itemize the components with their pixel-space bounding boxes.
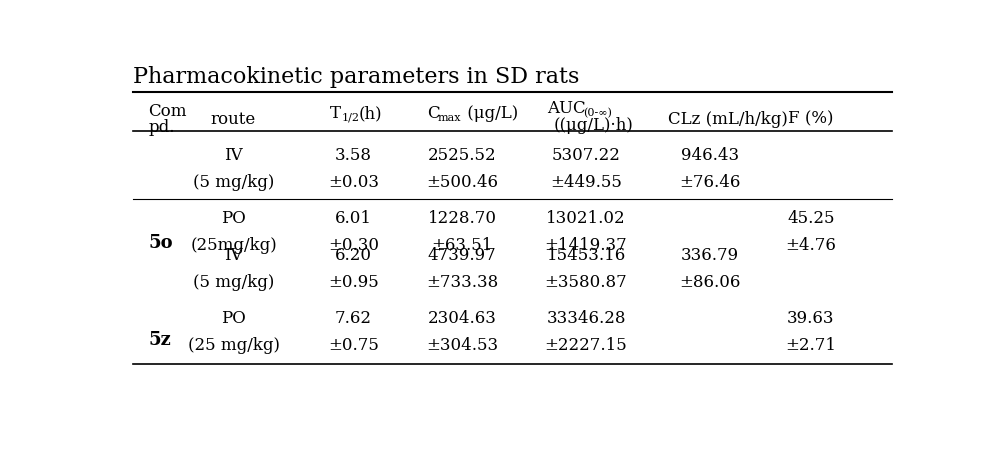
Text: 2525.52: 2525.52 xyxy=(428,147,496,164)
Text: ±304.53: ±304.53 xyxy=(426,336,498,353)
Text: 45.25: 45.25 xyxy=(787,209,835,226)
Text: PO: PO xyxy=(221,309,246,326)
Text: ±0.75: ±0.75 xyxy=(328,336,379,353)
Text: max: max xyxy=(437,113,461,123)
Text: ±0.30: ±0.30 xyxy=(328,236,379,253)
Text: 33346.28: 33346.28 xyxy=(546,309,626,326)
Text: ±86.06: ±86.06 xyxy=(679,274,741,290)
Text: 13021.02: 13021.02 xyxy=(546,209,626,226)
Text: Com: Com xyxy=(148,102,187,119)
Text: (5 mg/kg): (5 mg/kg) xyxy=(193,174,274,191)
Text: 39.63: 39.63 xyxy=(787,309,835,326)
Text: ±1419.37: ±1419.37 xyxy=(545,236,628,253)
Text: Pharmacokinetic parameters in SD rats: Pharmacokinetic parameters in SD rats xyxy=(133,66,579,88)
Text: CLz (mL/h/kg): CLz (mL/h/kg) xyxy=(668,111,787,127)
Text: ±3580.87: ±3580.87 xyxy=(545,274,628,290)
Text: 2304.63: 2304.63 xyxy=(428,309,497,326)
Text: (25mg/kg): (25mg/kg) xyxy=(190,236,277,253)
Text: 4739.97: 4739.97 xyxy=(428,247,496,264)
Text: 946.43: 946.43 xyxy=(681,147,739,164)
Text: (0-∞): (0-∞) xyxy=(583,107,612,118)
Text: 3.58: 3.58 xyxy=(335,147,372,164)
Text: 15453.16: 15453.16 xyxy=(546,247,626,264)
Text: (h): (h) xyxy=(358,105,382,122)
Text: 5307.22: 5307.22 xyxy=(552,147,621,164)
Text: (25 mg/kg): (25 mg/kg) xyxy=(188,336,280,353)
Text: IV: IV xyxy=(224,147,243,164)
Text: 6.01: 6.01 xyxy=(335,209,372,226)
Text: AUC: AUC xyxy=(547,100,586,117)
Text: ±0.03: ±0.03 xyxy=(328,174,379,191)
Text: C: C xyxy=(427,105,440,122)
Text: F (%): F (%) xyxy=(788,111,833,127)
Text: ±4.76: ±4.76 xyxy=(785,236,836,253)
Text: 1/2: 1/2 xyxy=(341,113,359,123)
Text: ±2.71: ±2.71 xyxy=(785,336,836,353)
Text: 1228.70: 1228.70 xyxy=(428,209,497,226)
Text: pd.: pd. xyxy=(148,119,175,135)
Text: ±449.55: ±449.55 xyxy=(550,174,622,191)
Text: ±500.46: ±500.46 xyxy=(426,174,498,191)
Text: route: route xyxy=(211,111,256,127)
Text: T: T xyxy=(330,105,341,122)
Text: ±733.38: ±733.38 xyxy=(426,274,498,290)
Text: 5o: 5o xyxy=(148,234,173,252)
Text: 336.79: 336.79 xyxy=(681,247,739,264)
Text: ±76.46: ±76.46 xyxy=(679,174,741,191)
Text: IV: IV xyxy=(224,247,243,264)
Text: 7.62: 7.62 xyxy=(335,309,372,326)
Text: 6.20: 6.20 xyxy=(335,247,372,264)
Text: (μg/L): (μg/L) xyxy=(462,105,518,122)
Text: ((μg/L)·h): ((μg/L)·h) xyxy=(554,117,633,133)
Text: (5 mg/kg): (5 mg/kg) xyxy=(193,274,274,290)
Text: ±63.51: ±63.51 xyxy=(431,236,493,253)
Text: PO: PO xyxy=(221,209,246,226)
Text: ±0.95: ±0.95 xyxy=(328,274,379,290)
Text: 5z: 5z xyxy=(148,330,171,348)
Text: ±2227.15: ±2227.15 xyxy=(545,336,628,353)
